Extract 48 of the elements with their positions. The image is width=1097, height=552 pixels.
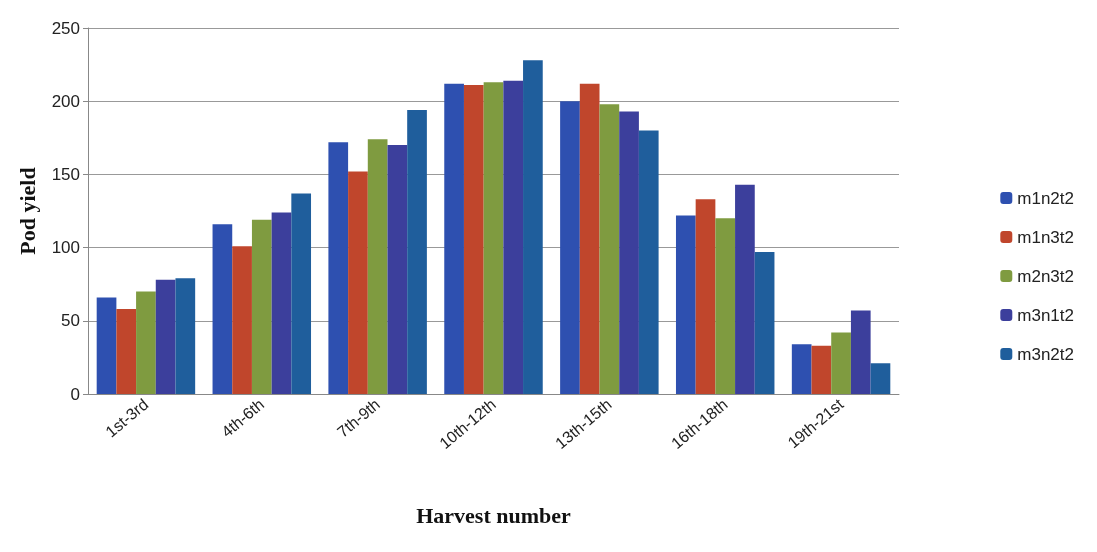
y-tick-label: 250 bbox=[51, 18, 80, 38]
bar bbox=[155, 279, 176, 394]
bar bbox=[503, 80, 524, 394]
legend-label: m2n3t2 bbox=[1017, 266, 1074, 286]
y-tick-label: 150 bbox=[51, 164, 80, 184]
bar bbox=[579, 83, 600, 394]
bar bbox=[175, 278, 196, 394]
bar bbox=[463, 85, 484, 394]
bar bbox=[136, 291, 156, 394]
legend-label: m1n3t2 bbox=[1017, 227, 1074, 247]
bar bbox=[560, 101, 580, 394]
y-tick-label: 0 bbox=[70, 384, 80, 404]
bar bbox=[715, 218, 736, 394]
y-tick-label: 50 bbox=[61, 311, 80, 331]
bar bbox=[116, 309, 137, 394]
bar bbox=[232, 246, 252, 394]
bar bbox=[348, 171, 368, 394]
bar bbox=[675, 215, 696, 394]
legend-label: m3n1t2 bbox=[1017, 305, 1074, 325]
bar bbox=[212, 224, 233, 394]
legend-label: m3n2t2 bbox=[1017, 344, 1074, 364]
bar bbox=[831, 332, 851, 394]
bar bbox=[483, 82, 504, 394]
bar bbox=[599, 104, 620, 394]
bar bbox=[96, 297, 117, 394]
bar bbox=[695, 199, 716, 394]
bar bbox=[367, 139, 388, 394]
bar bbox=[638, 130, 659, 394]
bar bbox=[811, 345, 832, 394]
bar bbox=[251, 219, 272, 394]
bar bbox=[291, 193, 312, 394]
bar bbox=[444, 83, 464, 394]
y-axis-title: Pod yield bbox=[14, 167, 40, 255]
bar bbox=[754, 251, 775, 394]
legend-label: m1n2t2 bbox=[1017, 188, 1074, 208]
bar bbox=[328, 142, 349, 394]
bar bbox=[735, 184, 755, 394]
bar bbox=[619, 111, 639, 394]
y-tick-label: 100 bbox=[51, 238, 80, 258]
bar bbox=[791, 344, 812, 394]
bar bbox=[523, 60, 543, 394]
bar bbox=[387, 145, 408, 394]
bar bbox=[850, 310, 871, 394]
bar bbox=[407, 109, 427, 394]
bar bbox=[870, 363, 891, 394]
bar bbox=[271, 212, 292, 394]
y-tick-label: 200 bbox=[51, 91, 80, 111]
x-axis-title: Harvest number bbox=[416, 502, 572, 528]
